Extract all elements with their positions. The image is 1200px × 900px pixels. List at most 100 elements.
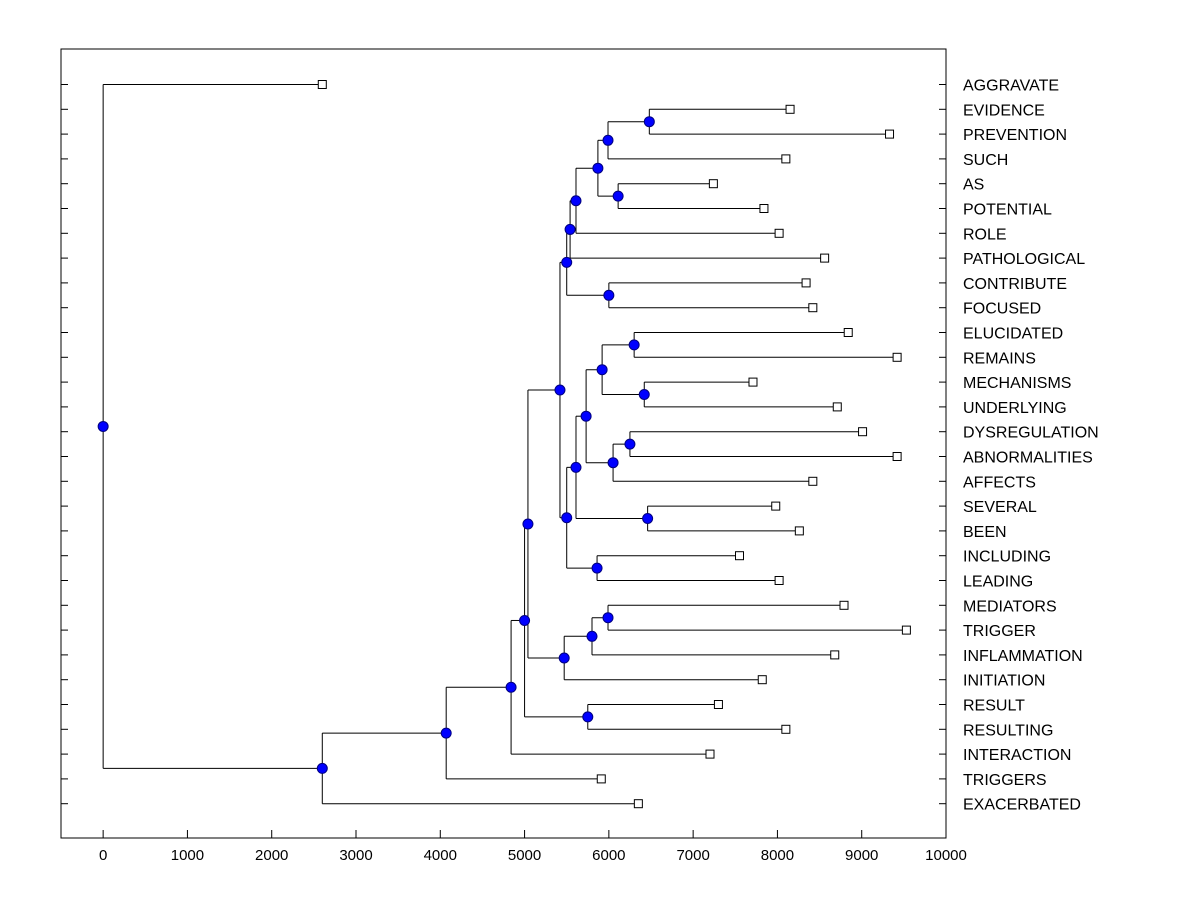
leaf-label: MECHANISMS: [963, 375, 1071, 392]
leaf-marker: [832, 402, 842, 412]
leaf-marker: [774, 228, 784, 238]
x-tick-label: 9000: [845, 847, 878, 864]
merge-node: [564, 223, 576, 235]
x-tick-label: 6000: [592, 847, 625, 864]
merge-node: [570, 461, 582, 473]
merge-node: [643, 116, 655, 128]
leaf-label: EVIDENCE: [963, 102, 1045, 119]
leaf-marker: [317, 80, 327, 89]
leaf-label: RESULTING: [963, 722, 1053, 739]
leaf-marker: [801, 278, 811, 288]
merge-node: [582, 711, 594, 723]
dendrogram-markers: [97, 80, 911, 809]
leaf-label: INFLAMMATION: [963, 648, 1083, 665]
merge-node: [592, 162, 604, 174]
leaf-marker: [785, 104, 795, 114]
merge-node: [561, 256, 573, 268]
x-tick-label: 7000: [676, 847, 709, 864]
leaf-label: POTENTIAL: [963, 202, 1052, 219]
leaf-label: PATHOLOGICAL: [963, 251, 1085, 268]
leaf-marker: [781, 154, 791, 164]
merge-node: [97, 420, 109, 432]
leaf-label: ROLE: [963, 226, 1007, 243]
leaf-label: AFFECTS: [963, 474, 1036, 491]
leaf-marker: [808, 476, 818, 486]
leaf-label: AGGRAVATE: [963, 78, 1059, 95]
leaf-marker: [774, 576, 784, 585]
merge-node: [570, 195, 582, 207]
merge-node: [558, 652, 570, 664]
merge-node: [505, 681, 517, 693]
leaf-label: LEADING: [963, 574, 1033, 591]
leaf-marker: [839, 600, 849, 610]
x-tick-label: 4000: [424, 847, 457, 864]
leaf-marker: [757, 675, 767, 685]
merge-node: [522, 518, 534, 530]
axis-ticks: 0 1000 2000 3000 4000 5000 6000 7000 8000 9000 100…: [61, 84, 967, 864]
leaf-marker: [820, 253, 830, 263]
merge-node: [591, 562, 603, 574]
dendrogram-lines: [102, 84, 907, 805]
leaf-marker: [633, 799, 643, 809]
leaf-marker: [808, 303, 818, 313]
merge-node: [602, 612, 614, 624]
leaf-marker: [771, 501, 781, 511]
leaf-label: ABNORMALITIES: [963, 450, 1093, 467]
x-tick-label: 0: [99, 847, 107, 864]
merge-node: [638, 389, 650, 400]
leaf-label: FOCUSED: [963, 301, 1041, 318]
leaf-marker: [901, 625, 911, 635]
leaf-label: MEDIATORS: [963, 598, 1057, 615]
x-tick-label: 3000: [339, 847, 372, 864]
leaf-label: CONTRIBUTE: [963, 276, 1067, 293]
merge-node: [554, 384, 566, 396]
x-tick-label: 1000: [171, 847, 204, 864]
leaf-label: EXACERBATED: [963, 797, 1081, 814]
x-tick-label: 8000: [761, 847, 794, 864]
leaf-marker: [781, 724, 791, 734]
merge-node: [596, 364, 608, 376]
leaf-marker: [708, 179, 718, 189]
merge-node: [624, 438, 636, 450]
leaf-marker: [759, 204, 769, 213]
merge-node: [628, 339, 640, 351]
leaf-label: ELUCIDATED: [963, 326, 1063, 343]
leaf-label: INCLUDING: [963, 549, 1051, 566]
leaf-marker: [705, 749, 715, 759]
leaf-label: TRIGGER: [963, 623, 1036, 640]
leaf-marker: [885, 129, 895, 139]
leaf-label: RESULT: [963, 698, 1025, 715]
merge-node: [580, 410, 592, 422]
leaf-marker: [830, 650, 840, 660]
leaf-marker: [892, 452, 902, 461]
plot-frame: [60, 48, 947, 839]
leaf-label: AS: [963, 177, 984, 194]
merge-node: [642, 513, 654, 524]
leaf-label: REMAINS: [963, 350, 1036, 367]
leaf-label: INTERACTION: [963, 747, 1071, 764]
leaf-label: INITIATION: [963, 673, 1045, 690]
x-tick-label: 2000: [255, 847, 288, 864]
merge-node: [603, 289, 615, 301]
merge-node: [519, 614, 531, 626]
leaf-label: UNDERLYING: [963, 400, 1067, 417]
leaf-marker: [858, 427, 868, 437]
leaf-label: PREVENTION: [963, 127, 1067, 144]
leaf-marker: [748, 377, 758, 387]
merge-node: [440, 727, 452, 739]
leaf-label: SEVERAL: [963, 499, 1037, 516]
leaf-labels: AGGRAVATE EVIDENCE PREVENTION SUCH AS POTENTI…: [963, 78, 1099, 814]
x-tick-label: 10000: [925, 847, 967, 864]
x-tick-label: 5000: [508, 847, 541, 864]
merge-node: [602, 134, 614, 146]
leaf-label: TRIGGERS: [963, 772, 1047, 789]
leaf-marker: [843, 328, 853, 337]
merge-node: [561, 512, 573, 524]
leaf-marker: [735, 551, 744, 561]
leaf-label: SUCH: [963, 152, 1008, 169]
leaf-marker: [892, 352, 902, 362]
merge-node: [612, 190, 624, 202]
merge-node: [586, 630, 598, 642]
leaf-marker: [713, 700, 723, 709]
